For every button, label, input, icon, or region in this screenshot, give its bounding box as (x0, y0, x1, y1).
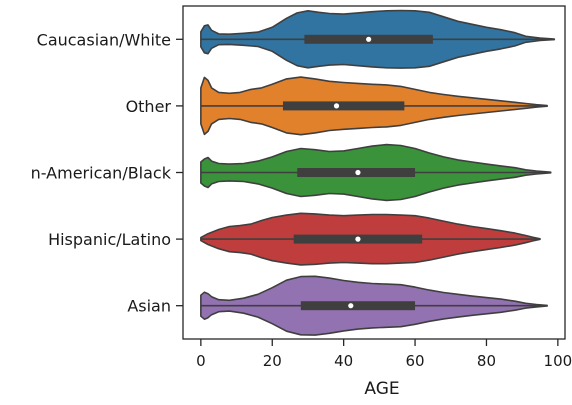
median-dot-african-american-black (355, 169, 361, 176)
y-axis: Caucasian/White Other n-American/Black Hisp… (31, 30, 183, 316)
median-dot-hispanic-latino (355, 236, 361, 242)
x-tick-label: 80 (477, 352, 496, 370)
x-tick-label: 100 (544, 352, 572, 370)
y-tick-label: Asian (127, 297, 171, 316)
iqr-box-other (282, 101, 405, 111)
x-axis-title: AGE (364, 379, 399, 399)
iqr-box-asian (300, 301, 416, 311)
median-dot-asian (348, 303, 354, 309)
y-tick-label: n-American/Black (31, 164, 172, 183)
x-tick-label: 0 (196, 352, 206, 370)
x-tick-label: 20 (263, 352, 282, 370)
x-axis: 0 20 40 60 80 100 (196, 339, 572, 370)
violins-layer (200, 9, 556, 336)
y-tick-label: Caucasian/White (37, 30, 171, 49)
x-tick-label: 60 (406, 352, 425, 370)
median-dot-other (333, 103, 340, 109)
median-dot-caucasian-white (366, 36, 372, 42)
y-tick-label: Hispanic/Latino (48, 230, 171, 249)
x-tick-label: 40 (334, 352, 353, 370)
y-tick-label: Other (126, 97, 172, 116)
